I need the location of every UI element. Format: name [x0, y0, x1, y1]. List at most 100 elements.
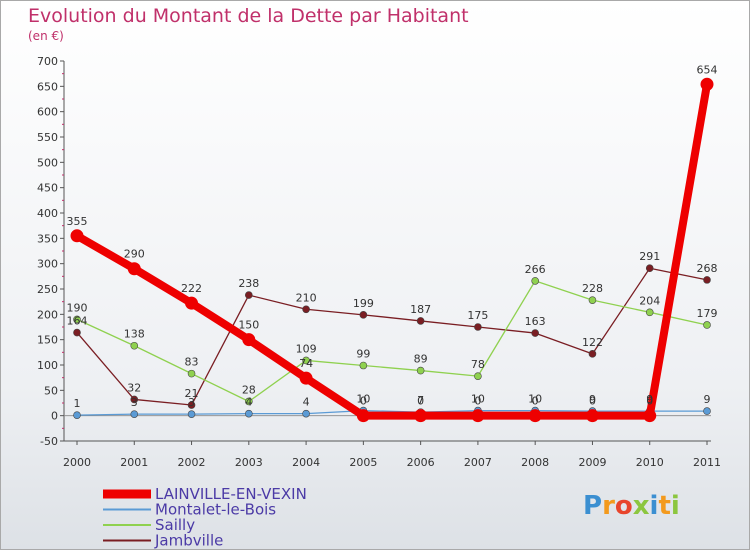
- data-label: 4: [245, 396, 252, 409]
- data-label: 32: [127, 381, 141, 394]
- proxiti-logo: Proxiti: [583, 491, 680, 521]
- data-label: 268: [697, 262, 718, 275]
- data-label: 199: [353, 297, 374, 310]
- data-label: 0: [646, 395, 653, 408]
- data-point: [130, 410, 139, 418]
- data-label: 9: [646, 393, 653, 406]
- data-point: [130, 395, 139, 404]
- data-point: [127, 262, 141, 276]
- y-tick-label: 650: [37, 80, 58, 93]
- data-label: 9: [704, 393, 711, 406]
- x-tick-label: 2000: [63, 456, 91, 469]
- data-point: [130, 341, 139, 350]
- y-tick-label: 700: [37, 55, 58, 68]
- data-point: [414, 409, 428, 423]
- series-layer: [70, 77, 714, 423]
- data-label: 175: [467, 309, 488, 322]
- y-tick-label: 550: [37, 131, 58, 144]
- legend-label: LAINVILLE-EN-VEXIN: [155, 485, 307, 503]
- x-tick-label: 2009: [578, 456, 606, 469]
- data-label: 0: [474, 395, 481, 408]
- data-label: 7: [417, 394, 424, 407]
- x-tick-label: 2006: [407, 456, 435, 469]
- data-point: [245, 397, 253, 406]
- data-point: [474, 372, 482, 380]
- x-tick-label: 2001: [120, 456, 148, 469]
- chart-unit: (en €): [28, 29, 64, 43]
- data-label: 10: [471, 393, 485, 406]
- data-label: 0: [360, 395, 367, 408]
- data-label: 83: [185, 356, 199, 369]
- data-point: [302, 356, 310, 365]
- data-label: 228: [582, 282, 603, 295]
- data-point: [187, 369, 196, 378]
- data-label: 1: [74, 397, 81, 410]
- data-point: [187, 401, 196, 409]
- x-tick-label: 2005: [349, 456, 377, 469]
- data-label: 0: [589, 395, 596, 408]
- data-point: [299, 371, 313, 385]
- data-point: [531, 329, 539, 337]
- x-tick-label: 2007: [464, 456, 492, 469]
- data-point: [242, 333, 256, 347]
- data-point: [645, 264, 654, 273]
- data-label: 138: [124, 328, 145, 341]
- legend-label: Sailly: [155, 516, 195, 534]
- y-tick-label: 350: [37, 232, 58, 245]
- data-point: [359, 361, 368, 370]
- data-point: [531, 277, 539, 285]
- y-tick-label: 450: [37, 182, 58, 195]
- data-point: [588, 350, 597, 358]
- data-point: [416, 317, 425, 325]
- data-point: [703, 321, 711, 329]
- y-tick-label: 50: [44, 384, 58, 397]
- data-label: 163: [525, 315, 546, 328]
- y-tick-label: 100: [37, 359, 58, 372]
- y-tick-label: 250: [37, 283, 58, 296]
- data-point: [416, 366, 425, 375]
- legend: LAINVILLE-EN-VEXINMontalet-le-BoisSailly…: [103, 485, 307, 550]
- series-line: [73, 80, 711, 420]
- data-point: [700, 77, 714, 91]
- data-label: 99: [356, 348, 370, 361]
- data-label: 21: [185, 387, 199, 400]
- data-label: 74: [299, 357, 313, 370]
- data-point: [187, 410, 196, 418]
- data-point: [70, 229, 84, 243]
- data-label: 0: [532, 395, 539, 408]
- x-tick-label: 2010: [636, 456, 664, 469]
- data-label: 109: [296, 342, 317, 355]
- y-tick-label: 600: [37, 106, 58, 119]
- data-label: 28: [242, 383, 256, 396]
- legend-label: Jambville: [154, 532, 223, 550]
- data-point: [643, 409, 657, 423]
- series-line: [76, 267, 708, 406]
- axes: -500501001502002503003504004505005506006…: [37, 55, 721, 469]
- data-point: [356, 409, 370, 423]
- data-point: [588, 296, 597, 304]
- y-tick-label: 500: [37, 156, 58, 169]
- data-label: 89: [414, 353, 428, 366]
- data-label: 122: [582, 336, 603, 349]
- y-tick-label: 0: [51, 410, 58, 423]
- x-tick-label: 2008: [521, 456, 549, 469]
- data-label: 9: [589, 393, 596, 406]
- series-line: [76, 409, 708, 416]
- series-line: [76, 280, 708, 403]
- data-label: 187: [410, 303, 431, 316]
- data-label: 78: [471, 358, 485, 371]
- y-tick-label: -50: [40, 435, 58, 448]
- data-label: 179: [697, 307, 718, 320]
- data-label: 654: [697, 63, 718, 76]
- data-label: 222: [181, 282, 202, 295]
- data-point: [185, 296, 199, 310]
- data-label: 238: [238, 277, 259, 290]
- x-tick-label: 2011: [693, 456, 721, 469]
- data-label: 190: [67, 301, 88, 314]
- chart-title: Evolution du Montant de la Dette par Hab…: [28, 5, 469, 27]
- data-point: [703, 276, 711, 284]
- data-point: [245, 409, 253, 418]
- data-point: [528, 409, 542, 423]
- data-label: 10: [356, 393, 370, 406]
